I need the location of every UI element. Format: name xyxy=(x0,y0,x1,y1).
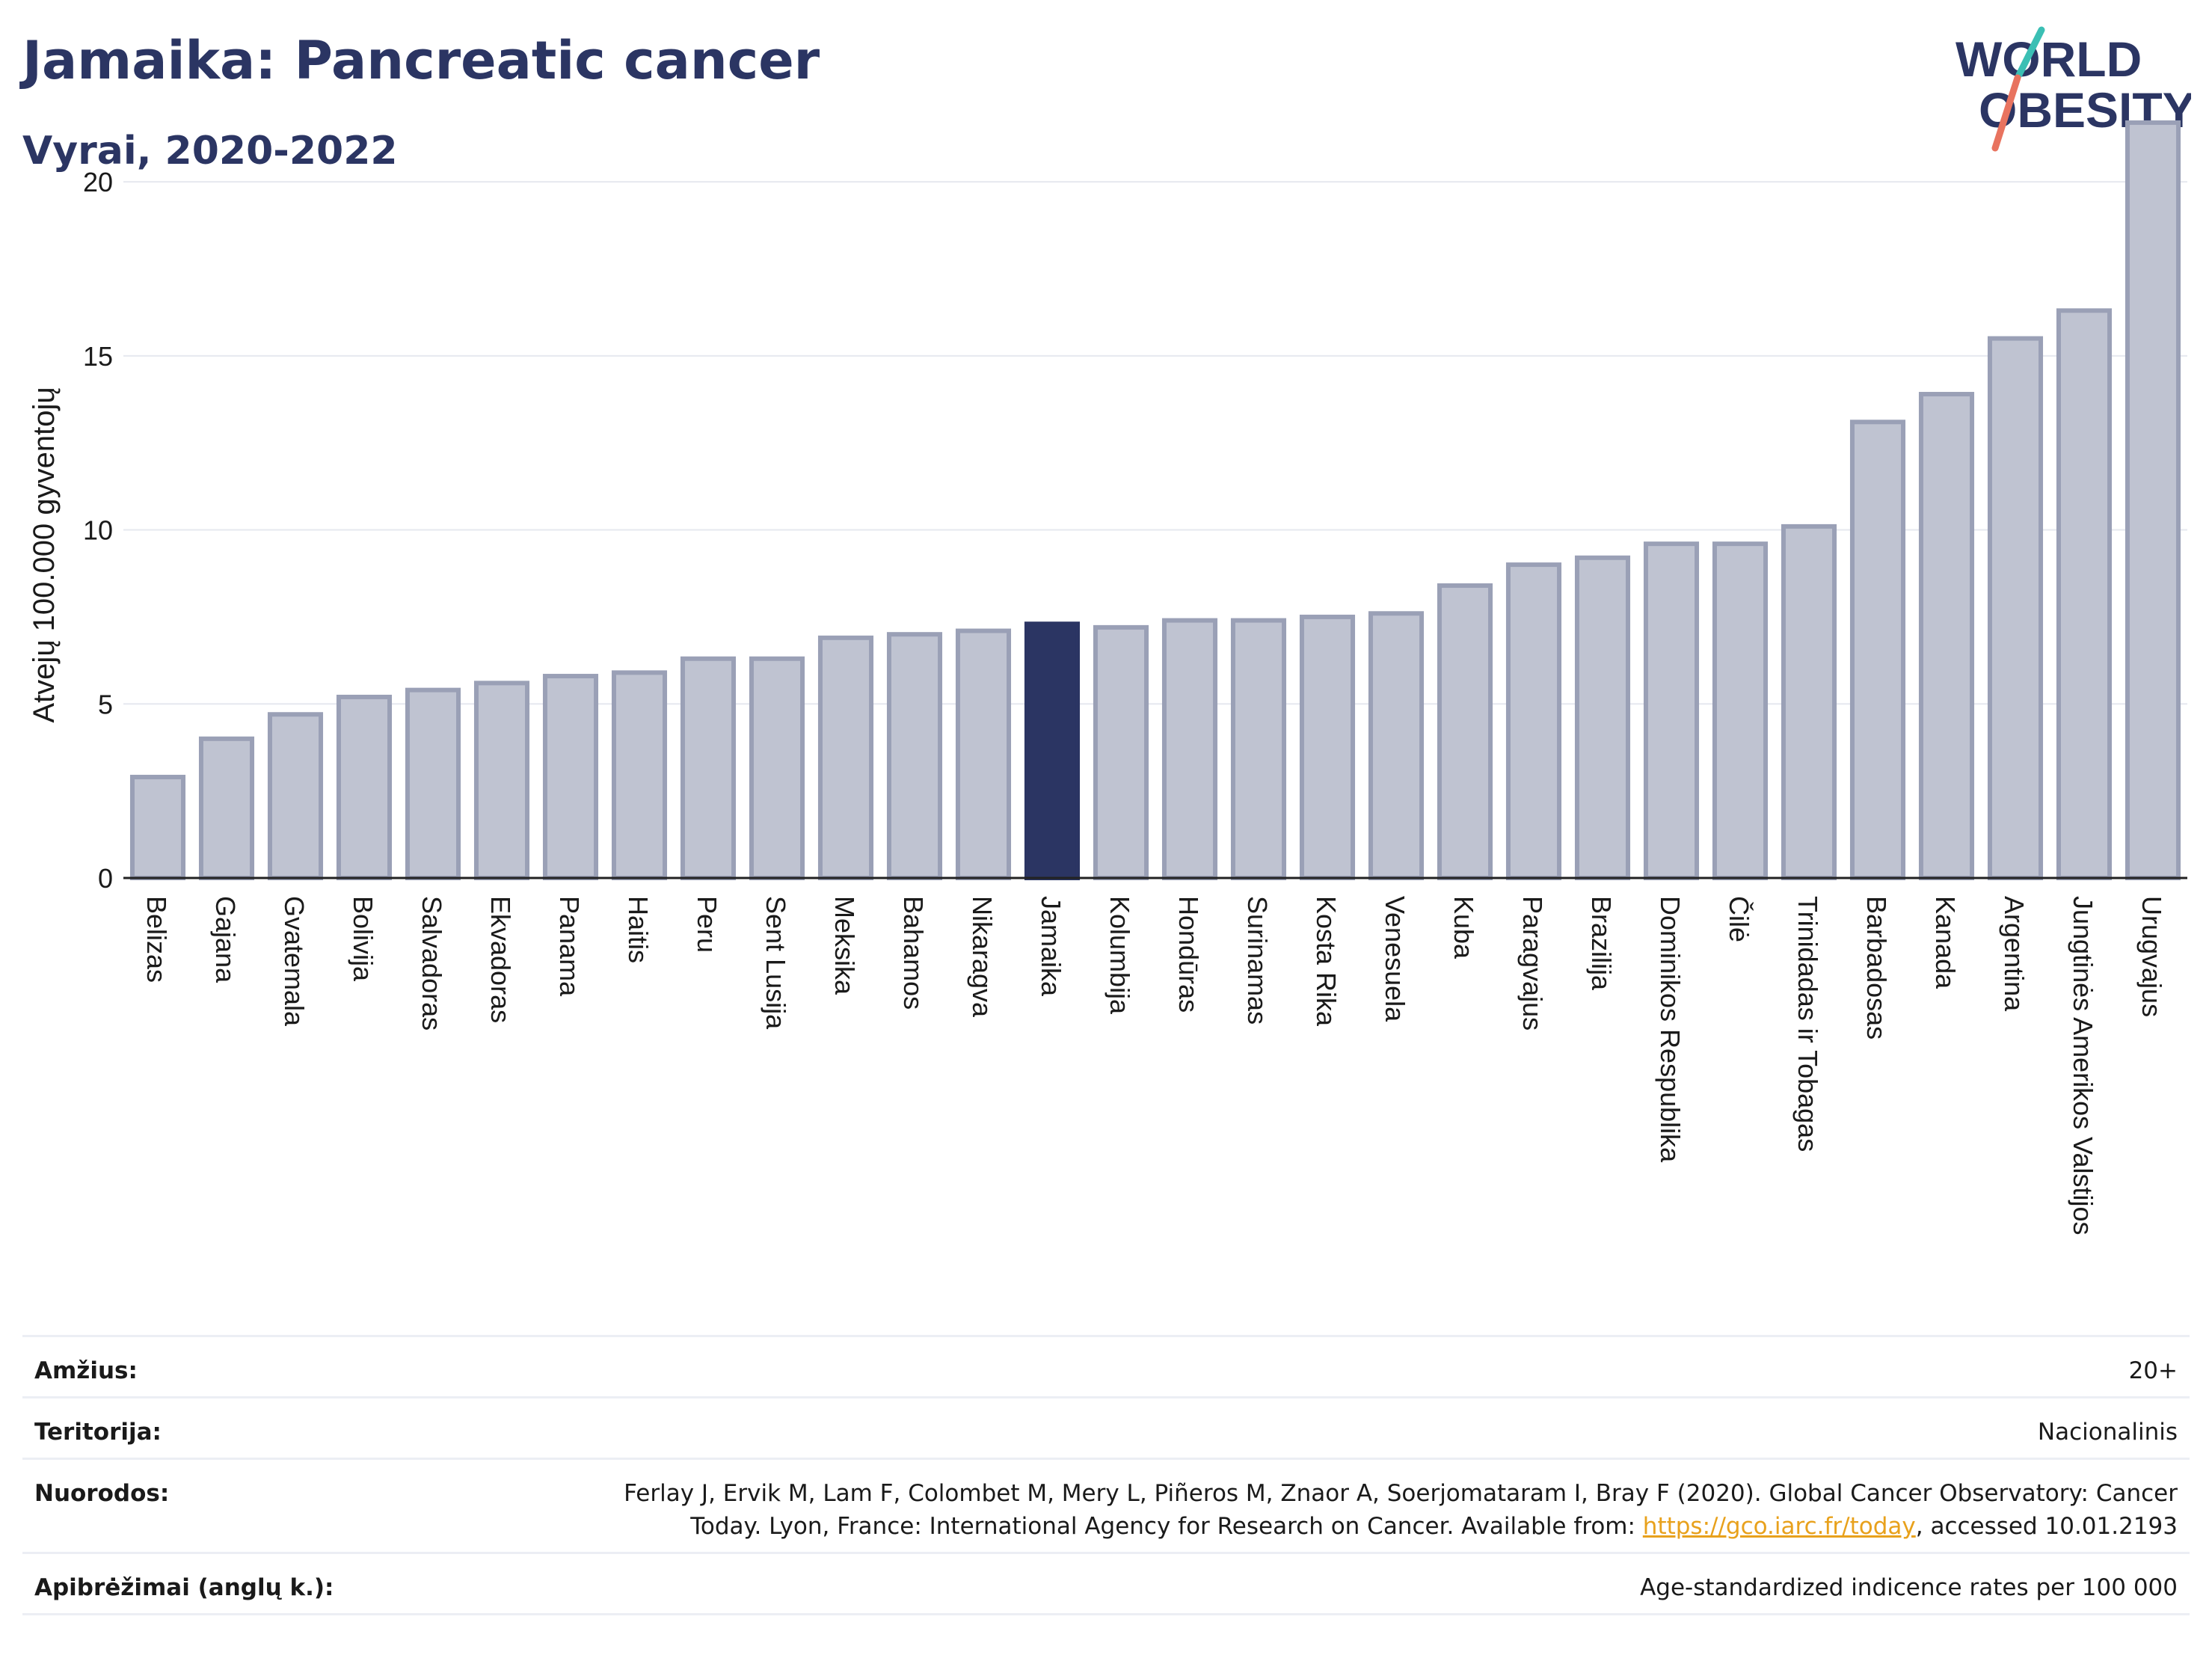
bar xyxy=(2056,308,2113,880)
bar xyxy=(198,736,255,880)
bar xyxy=(1505,562,1562,880)
y-tick-label: 0 xyxy=(98,863,113,894)
metadata-table: Amžius: 20+ Teritorija: Nacionalinis Nuo… xyxy=(22,1335,2190,1634)
y-tick-label: 5 xyxy=(98,689,113,719)
x-tick-label: Salvadoras xyxy=(417,896,447,1031)
meta-divider xyxy=(22,1613,2190,1615)
x-tick-label: Jamaika xyxy=(1036,896,1066,997)
bar xyxy=(1161,618,1218,881)
x-tick-label: Brazilija xyxy=(1586,896,1617,991)
bar xyxy=(817,635,874,880)
meta-divider xyxy=(22,1458,2190,1460)
meta-territory-value: Nacionalinis xyxy=(2037,1419,2178,1446)
chart-bars xyxy=(129,120,2181,881)
bar xyxy=(1437,583,1493,880)
x-tick-label: Surinamas xyxy=(1242,896,1273,1025)
meta-age-label: Amžius: xyxy=(34,1357,138,1384)
page-title: Jamaika: Pancreatic cancer xyxy=(22,30,820,91)
logo-line1: WORLD xyxy=(1956,31,2142,87)
bar xyxy=(1987,336,2044,880)
x-tick-label: Kolumbija xyxy=(1105,896,1135,1015)
meta-refs-line2-post: , accessed 10.01.2193 xyxy=(1915,1513,2178,1540)
bar xyxy=(1643,541,1700,880)
x-tick-label: Hondūras xyxy=(1173,896,1204,1013)
page-subtitle: Vyrai, 2020-2022 xyxy=(22,129,398,174)
bar xyxy=(1230,618,1287,881)
y-axis-label: Atvejų 100.000 gyventojų xyxy=(28,387,61,722)
logo-slash-teal xyxy=(2015,26,2045,79)
bar xyxy=(1918,392,1975,880)
y-tick-label: 20 xyxy=(83,167,113,197)
x-tick-label: Venesuela xyxy=(1380,896,1410,1022)
bar xyxy=(749,656,805,880)
bar xyxy=(267,712,324,881)
bar xyxy=(405,687,461,880)
x-tick-label: Barbadosas xyxy=(1861,896,1892,1040)
x-tick-label: Ekvadoras xyxy=(485,896,516,1023)
meta-divider xyxy=(22,1552,2190,1554)
x-tick-label: Dominikos Respublika xyxy=(1655,896,1686,1163)
bar xyxy=(1781,523,1837,881)
meta-refs-label: Nuorodos: xyxy=(34,1480,170,1507)
y-tick-label: 15 xyxy=(83,341,113,372)
meta-defs-label: Apibrėžimai (anglų k.): xyxy=(34,1574,334,1601)
bar xyxy=(955,628,1012,880)
x-tick-label: Bahamos xyxy=(898,896,929,1010)
x-tick-label: Trinidadas ir Tobagas xyxy=(1792,896,1823,1152)
bar xyxy=(1299,614,1356,881)
meta-refs-value: Ferlay J, Ervik M, Lam F, Colombet M, Me… xyxy=(383,1477,2178,1543)
bar xyxy=(886,632,943,880)
bar xyxy=(611,670,668,881)
x-tick-label: Gvatemala xyxy=(279,896,310,1027)
bar xyxy=(2125,120,2181,881)
bar xyxy=(1849,420,1906,880)
x-tick-label: Kosta Rika xyxy=(1311,896,1342,1027)
logo-slash-red xyxy=(1991,74,2021,152)
x-tick-label: Kanada xyxy=(1930,896,1961,989)
x-tick-label: Argentina xyxy=(1999,896,2030,1012)
chart-grid xyxy=(123,181,2187,705)
bar xyxy=(1093,624,1149,880)
x-tick-label: Kuba xyxy=(1448,896,1479,959)
bar xyxy=(473,681,530,880)
x-tick-label: Peru xyxy=(692,896,722,953)
x-tick-label: Sent Lusija xyxy=(761,896,791,1030)
x-tick-label: Jungtinės Amerikos Valstijos xyxy=(2068,896,2098,1235)
meta-refs-line1: Ferlay J, Ervik M, Lam F, Colombet M, Me… xyxy=(624,1480,2178,1507)
x-tick-label: Meksika xyxy=(829,896,860,995)
x-tick-label: Urugvajus xyxy=(2136,896,2167,1017)
x-tick-label: Čilė xyxy=(1724,896,1754,942)
x-axis-ticks: Belizas Gajana Gvatemala Bolivija Salvadoras… xyxy=(141,896,2167,1235)
x-tick-label: Gajana xyxy=(210,896,241,983)
bar xyxy=(680,656,737,880)
meta-age-value: 20+ xyxy=(2128,1357,2178,1384)
bar xyxy=(1574,555,1631,880)
x-tick-label: Nikaragva xyxy=(967,896,998,1018)
x-tick-label: Panama xyxy=(554,896,585,997)
bar-highlighted xyxy=(1024,621,1081,881)
meta-defs-value: Age-standardized indicence rates per 100… xyxy=(1640,1574,2178,1601)
x-tick-label: Belizas xyxy=(141,896,172,983)
x-tick-label: Bolivija xyxy=(348,896,378,982)
bar xyxy=(542,674,599,880)
y-axis-ticks: 0 5 10 15 20 xyxy=(83,167,113,894)
y-tick-label: 10 xyxy=(83,515,113,546)
bar-chart: 0 5 10 15 20 Belizas Gajana Gvatemala Bolivija S… xyxy=(28,120,2187,1235)
x-tick-label: Haitis xyxy=(623,896,654,963)
bar xyxy=(336,694,393,880)
bar xyxy=(1368,611,1425,880)
meta-divider xyxy=(22,1396,2190,1398)
meta-divider xyxy=(22,1335,2190,1337)
meta-refs-line2: Today. Lyon, France: International Agenc… xyxy=(383,1510,2178,1543)
x-tick-label: Paragvajus xyxy=(1517,896,1548,1031)
bar xyxy=(129,775,186,880)
meta-territory-label: Teritorija: xyxy=(34,1419,162,1446)
meta-refs-line2-pre: Today. Lyon, France: International Agenc… xyxy=(690,1513,1643,1540)
meta-refs-link[interactable]: https://gco.iarc.fr/today xyxy=(1642,1513,1916,1540)
bar xyxy=(1712,541,1769,880)
